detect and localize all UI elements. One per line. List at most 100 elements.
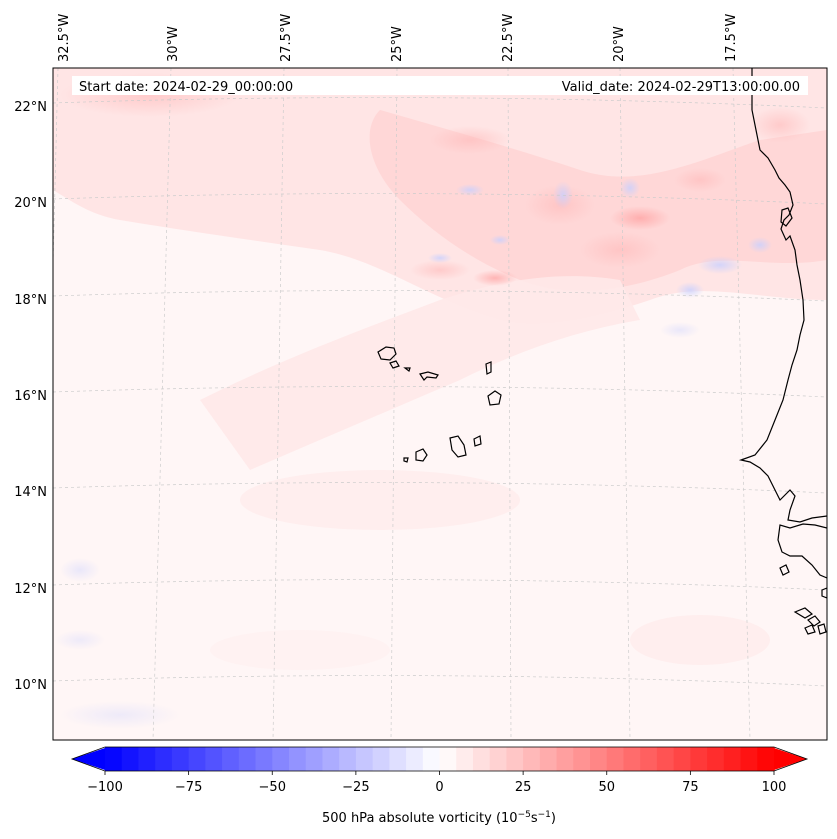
colorbar-cell [456,747,474,771]
lat-label: 22°N [14,100,47,115]
colorbar-extend-min [72,748,105,770]
colorbar-tick-label: −25 [342,780,369,795]
island-santiago [449,435,467,458]
field-red-spot [430,126,510,154]
lon-label: 20°W [612,26,627,62]
colorbar-cell [372,747,390,771]
colorbar-cell [155,747,173,771]
colorbar-extend-max [774,748,807,770]
field-pink-patch [210,630,390,670]
african-coastline-islands [779,564,827,635]
parallel [53,193,827,205]
island-sao-nicolau [419,371,439,381]
field-blue-spot [60,701,180,729]
field-blue-spot [676,282,704,298]
meridian [507,68,512,740]
field-blue-spot [660,322,700,338]
lat-label: 18°N [14,293,47,308]
colorbar-cell [623,747,641,771]
colorbar-tick-label: 50 [598,780,615,795]
colorbar-cell [222,747,240,771]
colorbar-tick-label: −100 [87,780,123,795]
colorbar-cell [439,747,457,771]
colorbar-cell [757,747,775,771]
african-coastline-south [777,523,827,579]
colorbar-cell [656,747,675,771]
colorbar-cell [506,747,524,771]
colorbar-cell [690,747,708,771]
lon-label: 22.5°W [501,14,516,62]
island-maio [473,435,482,447]
colorbar-cell [138,747,156,771]
field-blue-spot [428,253,452,263]
island-sao-vicente [389,360,400,369]
field-blue-spot [698,256,742,274]
field-blue-spot [456,184,484,196]
lat-label: 12°N [14,582,47,597]
colorbar-cell [322,747,340,771]
colorbar-cell [406,747,424,771]
colorbar-cell [590,747,608,771]
island-brava [403,457,409,463]
colorbar-cell [121,747,140,771]
field-blue-spot [490,235,510,245]
parallel [53,290,827,302]
latitude-labels: 22°N 20°N 18°N 16°N 14°N 12°N 10°N [14,100,47,693]
colorbar-cell [305,747,324,771]
colorbar-cell [238,747,257,771]
parallel [53,386,827,398]
field-blue-spot [55,630,105,650]
colorbar-tick-label: 75 [682,780,699,795]
colorbar-cell [556,747,574,771]
field-red-spot [473,270,517,286]
colorbar-ticks: −100 −75 −50 −25 0 25 50 75 100 [87,771,786,795]
field-blue-spot [60,558,100,582]
colorbar-tick-label: 100 [762,780,787,795]
header-bar [72,76,808,95]
african-coastline [738,68,827,523]
parallel [53,675,827,687]
valid-date-label: Valid_date: 2024-02-29T13:00:00.00 [562,80,800,95]
field-blue-spot [748,237,772,253]
colorbar-cell [489,747,508,771]
field-pink-patch [240,470,520,530]
field-blue-spot [620,178,640,198]
colorbar-cell [422,747,441,771]
african-coast-inlet [780,207,793,227]
colorbar-cell [188,747,206,771]
colorbar-cell [707,747,725,771]
colorbar-cell [573,747,591,771]
start-date-label: Start date: 2024-02-29_00:00:00 [79,80,293,95]
parallel [53,482,827,494]
lon-label: 27.5°W [279,14,294,62]
island-fogo [415,448,428,462]
field-red-spot [750,107,810,143]
colorbar-cell [205,747,223,771]
graticule [53,68,827,740]
meridian [272,68,285,740]
parallel [53,97,827,109]
field-red-spot [580,232,660,268]
lat-label: 14°N [14,485,47,500]
colorbar-cell [389,747,407,771]
lon-label: 30°W [166,26,181,62]
map-frame [52,67,828,741]
island-santa-luzia [403,367,411,372]
colorbar-cell [673,747,691,771]
colorbar-cell [355,747,374,771]
meridian [732,68,751,740]
island-sal [485,361,492,375]
colorbar-cell [171,747,190,771]
field-pink-band-ne [369,110,827,291]
colorbar-cell [523,747,541,771]
colorbar-tick-label: 25 [515,780,532,795]
colorbar-cell [288,747,307,771]
colorbar-cell [255,747,273,771]
lat-label: 16°N [14,389,47,404]
meridian [390,68,398,740]
colorbar: −100 −75 −50 −25 0 25 50 75 100 500 hPa absolute… [70,746,809,826]
colorbar-cell [339,747,357,771]
colorbar-title: 500 hPa absolute vorticity (10−5s−1) [322,810,556,826]
colorbar-tick-label: −50 [259,780,286,795]
